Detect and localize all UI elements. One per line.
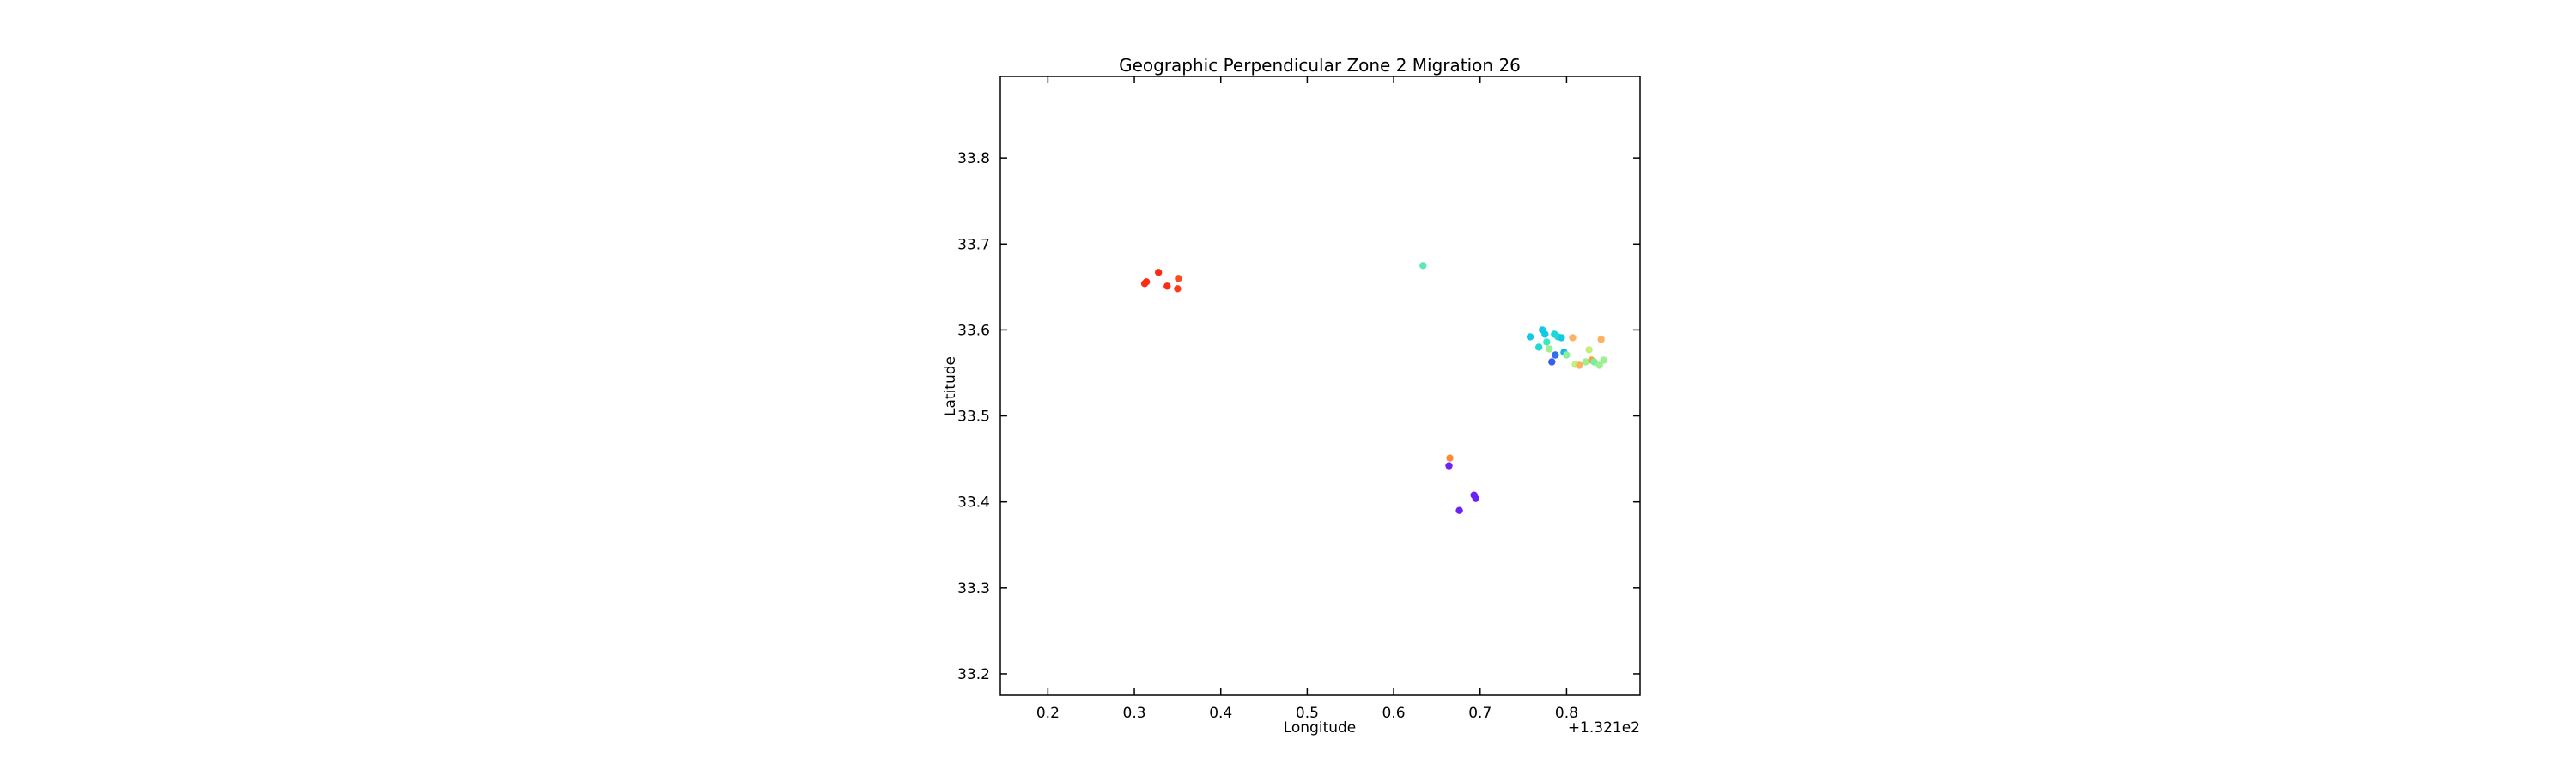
x-tick-label: 0.6 (1382, 705, 1406, 722)
scatter-point (1558, 334, 1565, 342)
scatter-point (1548, 358, 1556, 366)
x-axis-ticks: 0.2 0.3 0.4 0.5 0.6 0.7 0.8 (1036, 76, 1578, 722)
scatter-point (1576, 361, 1583, 369)
scatter-point (1563, 351, 1571, 359)
y-tick-label: 33.2 (957, 666, 990, 683)
y-tick-label: 33.8 (957, 150, 990, 167)
plot-area: 0.2 0.3 0.4 0.5 0.6 0.7 0.8 33.233.333.433.533… (957, 76, 1641, 722)
scatter-point (1455, 506, 1463, 514)
scatter-point (1590, 358, 1598, 366)
y-tick-label: 33.7 (957, 236, 990, 253)
scatter-point (1543, 338, 1551, 346)
scatter-point (1472, 494, 1479, 502)
scatter-point (1163, 282, 1171, 290)
scatter-point (1585, 346, 1593, 354)
y-tick-label: 33.3 (957, 580, 990, 597)
x-axis-label: Longitude (1284, 719, 1357, 737)
x-tick-label: 0.2 (1036, 705, 1060, 722)
x-tick-label: 0.3 (1123, 705, 1146, 722)
plot-frame (999, 76, 1641, 696)
x-axis-offset-label: +1.321e2 (1568, 719, 1640, 737)
scatter-point (1526, 333, 1534, 341)
scatter-point (1155, 269, 1163, 276)
scatter-point (1445, 462, 1453, 470)
scatter-point (1582, 358, 1589, 366)
scatter-point (1595, 361, 1603, 369)
scatter-point (1419, 262, 1427, 270)
scatter-point (1546, 345, 1553, 353)
x-tick-label: 0.4 (1209, 705, 1232, 722)
y-tick-label: 33.6 (957, 322, 990, 339)
y-tick-label: 33.4 (957, 494, 990, 512)
y-axis-ticks: 33.2 33.3 33.4 33.5 33.6 33.7 33.8 (957, 150, 1640, 683)
scatter-point (1535, 343, 1543, 351)
scatter-point (1175, 275, 1182, 282)
chart-title: Geographic Perpendicular Zone 2 Migratio… (1119, 55, 1521, 76)
scatter-point (1541, 330, 1549, 338)
x-tick-label: 0.8 (1555, 705, 1578, 722)
scatter-point (1600, 356, 1607, 364)
x-tick-label: 0.5 (1296, 705, 1319, 722)
scatter-point (1174, 285, 1182, 293)
y-axis-label: Latitude (942, 356, 959, 416)
x-tick-label: 0.7 (1468, 705, 1492, 722)
scatter-point (1446, 454, 1454, 462)
scatter-point (1142, 278, 1151, 286)
y-tick-label: 33.5 (957, 409, 990, 426)
scatter-point (1569, 334, 1577, 342)
scatter-point (1597, 336, 1605, 343)
scatter-point (1552, 351, 1559, 359)
scatter-points (1140, 262, 1607, 514)
